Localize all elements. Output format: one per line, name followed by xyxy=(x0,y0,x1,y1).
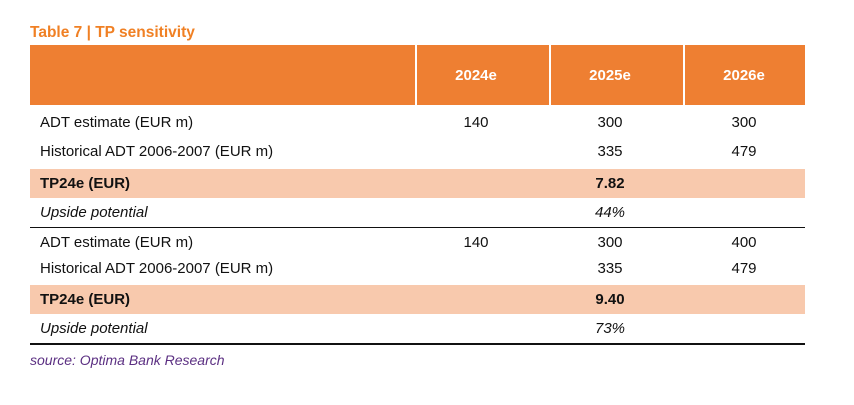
tp-value: 9.40 xyxy=(595,291,625,308)
upside-value: 73% xyxy=(594,320,626,337)
table-row-adt-estimate: ADT estimate (EUR m) 140 300 300 xyxy=(30,108,805,137)
row-label: ADT estimate (EUR m) xyxy=(40,234,194,251)
cell-2026e: 400 xyxy=(731,234,757,251)
tp-value: 7.82 xyxy=(595,175,625,192)
row-label: ADT estimate (EUR m) xyxy=(40,114,194,131)
cell-2024e: 140 xyxy=(463,114,489,131)
table-row-adt-estimate: ADT estimate (EUR m) 140 300 400 xyxy=(30,228,805,257)
column-header-2025e: 2025e xyxy=(589,67,631,84)
cell-2025e: 300 xyxy=(597,234,623,251)
header-separator xyxy=(683,45,685,105)
row-label: Historical ADT 2006-2007 (EUR m) xyxy=(40,143,274,160)
table-row-historical-adt: Historical ADT 2006-2007 (EUR m) 335 479 xyxy=(30,257,805,283)
row-label: Historical ADT 2006-2007 (EUR m) xyxy=(40,260,274,277)
column-header-2024e: 2024e xyxy=(455,67,497,84)
tp-sensitivity-table: 2024e 2025e 2026e ADT estimate (EUR m) 1… xyxy=(30,45,805,345)
cell-2026e: 479 xyxy=(731,260,757,277)
cell-2025e: 335 xyxy=(597,260,623,277)
header-separator xyxy=(549,45,551,105)
table-row-historical-adt: Historical ADT 2006-2007 (EUR m) 335 479 xyxy=(30,137,805,166)
table-row-tp: TP24e (EUR) 9.40 xyxy=(30,285,805,314)
table-row-upside: Upside potential 73% xyxy=(30,314,805,343)
cell-2026e: 479 xyxy=(731,143,757,160)
row-label: TP24e (EUR) xyxy=(40,291,131,308)
cell-2024e: 140 xyxy=(463,234,489,251)
block-divider xyxy=(30,227,805,228)
table-title: Table 7 | TP sensitivity xyxy=(30,24,195,41)
table-row-upside: Upside potential 44% xyxy=(30,198,805,227)
table-row-tp: TP24e (EUR) 7.82 xyxy=(30,169,805,198)
header-separator xyxy=(415,45,417,105)
table-bottom-rule xyxy=(30,343,805,345)
upside-value: 44% xyxy=(594,204,626,221)
cell-2026e: 300 xyxy=(731,114,757,131)
row-label: Upside potential xyxy=(40,320,148,337)
source-note: source: Optima Bank Research xyxy=(30,352,225,368)
row-label: TP24e (EUR) xyxy=(40,175,131,192)
cell-2025e: 300 xyxy=(597,114,623,131)
row-label: Upside potential xyxy=(40,204,148,221)
column-header-2026e: 2026e xyxy=(723,67,765,84)
cell-2025e: 335 xyxy=(597,143,623,160)
table-header-row: 2024e 2025e 2026e xyxy=(30,45,805,105)
